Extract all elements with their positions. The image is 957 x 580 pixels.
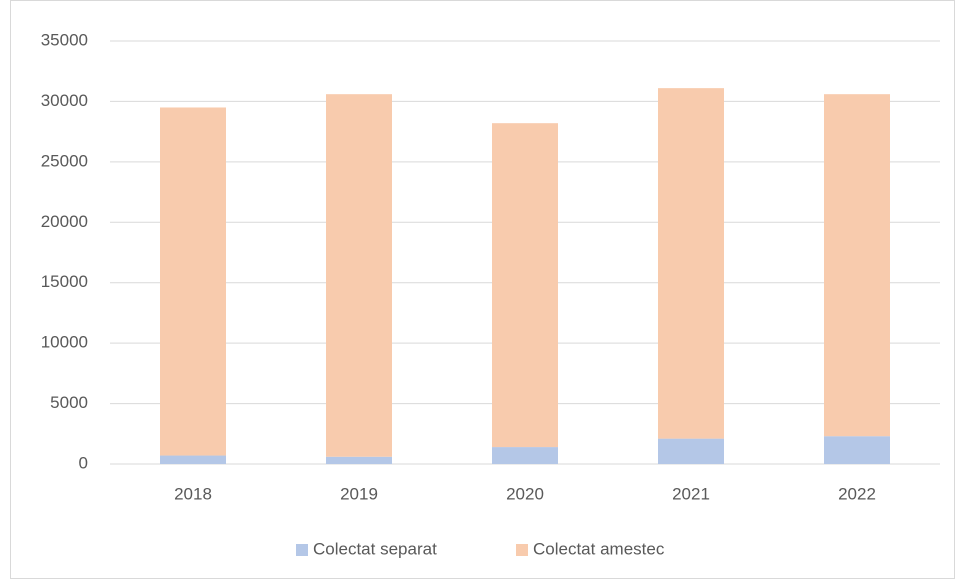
legend-label: Colectat amestec xyxy=(533,539,665,558)
y-tick-label: 25000 xyxy=(41,151,88,170)
y-tick-label: 35000 xyxy=(41,30,88,49)
bar-segment xyxy=(326,456,392,464)
x-tick-label: 2021 xyxy=(672,484,710,503)
bar-segment xyxy=(492,447,558,464)
bar-segment xyxy=(160,455,226,464)
chart-frame xyxy=(10,0,955,579)
y-tick-label: 10000 xyxy=(41,333,88,352)
legend-label: Colectat separat xyxy=(313,539,437,558)
y-tick-label: 0 xyxy=(79,453,88,472)
bar-segment xyxy=(160,107,226,456)
y-tick-label: 30000 xyxy=(41,91,88,110)
x-tick-label: 2018 xyxy=(174,484,212,503)
bar-segment xyxy=(658,438,724,464)
y-tick-label: 20000 xyxy=(41,212,88,231)
x-tick-label: 2020 xyxy=(506,484,544,503)
x-tick-label: 2022 xyxy=(838,484,876,503)
y-tick-label: 5000 xyxy=(50,393,88,412)
bar-segment xyxy=(658,88,724,439)
y-tick-label: 15000 xyxy=(41,272,88,291)
x-tick-label: 2019 xyxy=(340,484,378,503)
legend-swatch xyxy=(516,544,528,556)
bar-segment xyxy=(326,94,392,457)
bar-segment xyxy=(824,94,890,437)
bar-segment xyxy=(824,436,890,464)
bar-segment xyxy=(492,123,558,448)
legend-swatch xyxy=(296,544,308,556)
